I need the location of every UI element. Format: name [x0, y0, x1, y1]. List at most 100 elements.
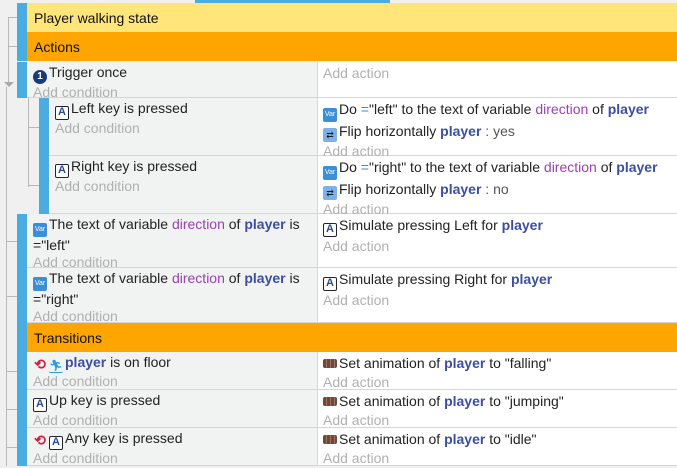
trigger-icon: ⟲ [34, 356, 46, 372]
conditions-column: A Right key is pressed Add condition [49, 156, 318, 214]
instruction-text: of [596, 159, 617, 175]
group-player-walking-state[interactable]: Player walking state [27, 3, 677, 32]
variable-name[interactable]: direction [171, 270, 225, 286]
instruction[interactable]: ⟲ 🏃︎ player is on floor [33, 354, 317, 373]
variable-name[interactable]: direction [535, 101, 589, 117]
group-bar [17, 32, 27, 61]
add-action-button[interactable]: Add action [323, 292, 390, 308]
instruction[interactable]: A Left key is pressed [55, 100, 317, 120]
object-name[interactable]: player [440, 181, 482, 197]
instruction[interactable]: Set animation of player to "jumping" [323, 392, 677, 411]
object-name[interactable]: player [444, 355, 486, 371]
animation-icon [323, 397, 337, 406]
add-action-button[interactable]: Add action [323, 201, 390, 217]
instruction[interactable]: 1 Trigger once [33, 64, 317, 84]
variable-icon: Var [323, 108, 337, 122]
object-name[interactable]: player [65, 354, 107, 370]
object-name[interactable]: player [510, 271, 553, 287]
conditions-column: A Up key is pressed Add condition [27, 390, 318, 428]
instruction-text: of [224, 270, 245, 286]
tree-line [6, 371, 17, 372]
instruction-text: is on floor [106, 354, 171, 370]
add-condition-button[interactable]: Add condition [55, 178, 140, 194]
actions-column: Set animation of player to "jumping" Add … [318, 390, 677, 428]
tree-gutter [0, 0, 17, 466]
add-action-button[interactable]: Add action [323, 238, 390, 254]
instruction-text: Right [71, 158, 104, 174]
event-bar[interactable] [39, 156, 49, 214]
add-condition-button[interactable]: Add condition [33, 84, 118, 100]
variable-icon: Var [33, 223, 47, 237]
instruction[interactable]: Var Do ="right" to the text of variable d… [323, 158, 677, 180]
flip-icon: ⇄ [323, 128, 337, 142]
instruction[interactable]: ⟲ A Any key is pressed [33, 430, 317, 450]
instruction[interactable]: ⇄ Flip horizontally player : yes [323, 122, 677, 142]
object-name[interactable]: player [244, 216, 286, 232]
variable-icon: Var [323, 166, 337, 180]
instruction[interactable]: A Up key is pressed [33, 392, 317, 412]
add-action-button[interactable]: Add action [323, 450, 390, 466]
add-condition-button[interactable]: Add condition [33, 450, 118, 466]
event-bar[interactable] [17, 390, 27, 428]
instruction[interactable]: A Simulate pressing Left for player [323, 216, 677, 237]
object-name[interactable]: player [244, 270, 286, 286]
actions-column: Var Do ="right" to the text of variable d… [318, 156, 677, 217]
instruction-text: : yes [481, 123, 515, 139]
tree-line [6, 447, 17, 448]
instruction-text: of [588, 101, 608, 117]
instruction[interactable]: Set animation of player to "idle" [323, 430, 677, 449]
add-condition-button[interactable]: Add condition [55, 120, 140, 136]
keyboard-icon: A [33, 398, 47, 412]
object-name[interactable]: player [440, 123, 482, 139]
instruction[interactable]: Var The text of variable direction of pla… [33, 216, 317, 254]
instruction[interactable]: Var Do ="left" to the text of variable di… [323, 100, 677, 122]
event-bar[interactable] [17, 214, 27, 268]
instruction-text: Set animation of [339, 355, 445, 371]
group-transitions[interactable]: Transitions [27, 323, 677, 352]
add-action-button[interactable]: Add action [323, 374, 390, 390]
add-condition-button[interactable]: Add condition [33, 373, 118, 389]
instruction[interactable]: Set animation of player to "falling" [323, 354, 677, 373]
instruction-text: to "falling" [485, 355, 552, 371]
keyboard-icon: A [323, 277, 337, 291]
instruction-text: : no [481, 181, 509, 197]
keyboard-icon: A [323, 223, 337, 237]
instruction-text: key is pressed [103, 158, 198, 174]
collapse-arrow-icon[interactable] [4, 82, 14, 87]
instruction[interactable]: A Simulate pressing Right for player [323, 270, 677, 291]
instruction-text: key is pressed [66, 392, 161, 408]
tree-line [28, 185, 39, 186]
variable-name[interactable]: direction [171, 216, 225, 232]
instruction-text: = [360, 159, 369, 175]
event-bar[interactable] [17, 352, 27, 390]
group-actions[interactable]: Actions [27, 32, 677, 61]
add-condition-button[interactable]: Add condition [33, 254, 118, 270]
event-bar[interactable] [17, 428, 27, 466]
instruction[interactable]: ⇄ Flip horizontally player : no [323, 180, 677, 200]
flip-icon: ⇄ [323, 186, 337, 200]
variable-name[interactable]: direction [543, 159, 597, 175]
object-name[interactable]: player [607, 101, 649, 117]
animation-icon [323, 359, 337, 368]
actions-column: Set animation of player to "idle" Add act… [318, 428, 677, 466]
tree-line [6, 241, 17, 242]
actions-column: A Simulate pressing Left for player Add ac… [318, 214, 677, 268]
event-bar[interactable] [17, 62, 27, 98]
object-name[interactable]: player [616, 159, 658, 175]
instruction[interactable]: A Right key is pressed [55, 158, 317, 178]
object-name[interactable]: player [444, 393, 486, 409]
add-condition-button[interactable]: Add condition [33, 308, 118, 324]
keyboard-icon: A [49, 436, 63, 450]
instruction-text: Flip horizontally [339, 181, 441, 197]
instruction-text: Simulate pressing Right for [339, 271, 511, 287]
object-name[interactable]: player [444, 431, 486, 447]
object-name[interactable]: player [501, 217, 543, 233]
event-bar[interactable] [39, 98, 49, 156]
add-action-button[interactable]: Add action [323, 143, 390, 159]
add-action-button[interactable]: Add action [323, 412, 390, 428]
add-condition-button[interactable]: Add condition [33, 412, 118, 428]
conditions-column: ⟲ A Any key is pressed Add condition [27, 428, 318, 466]
event-bar[interactable] [17, 268, 27, 323]
add-action-button[interactable]: Add action [323, 65, 390, 81]
instruction[interactable]: Var The text of variable direction of pla… [33, 270, 317, 308]
